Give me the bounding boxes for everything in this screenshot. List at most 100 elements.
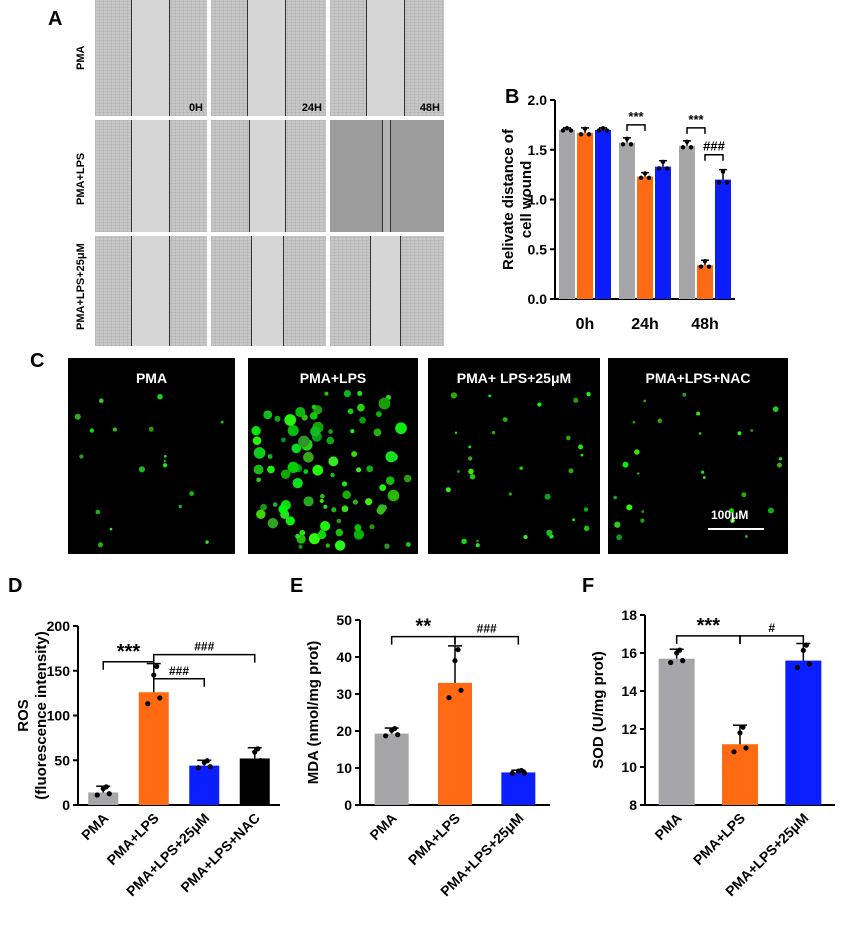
- data-point: [392, 725, 398, 732]
- data-point: [106, 791, 112, 797]
- fluorescent-cell: [308, 533, 320, 545]
- data-point: [157, 695, 163, 701]
- data-point: [628, 142, 634, 147]
- micrograph-pma-lps-48h: [330, 120, 444, 232]
- micrograph-pma-48h: 48H: [330, 0, 444, 116]
- fluorescent-cell: [328, 456, 339, 467]
- fluorescent-cell: [641, 510, 645, 514]
- y-tick-label: 50: [336, 612, 352, 628]
- data-point: [582, 126, 588, 132]
- fluorescent-cell: [357, 403, 365, 412]
- y-tick-label: 100: [47, 708, 71, 724]
- data-point: [145, 701, 151, 707]
- fluorescent-cell: [97, 542, 103, 548]
- y-tick-label: 150: [47, 663, 71, 679]
- fluorescent-cell: [295, 533, 300, 539]
- data-point: [740, 724, 746, 730]
- micrograph-pma-lps-25um-24h: [211, 236, 326, 346]
- significance-bracket: [704, 153, 724, 161]
- fluorescent-cell: [291, 443, 302, 454]
- fluorescent-cell: [369, 524, 375, 530]
- fluorescent-cell: [626, 504, 633, 511]
- fluorescent-cell: [365, 498, 373, 506]
- data-point: [383, 733, 389, 739]
- panel-label-a: A: [48, 8, 63, 30]
- fluorescent-cell: [776, 462, 782, 468]
- chart-b-wound-distance: 0.0 0.5 1.0 1.5 2.0 0h 24h 48h *** *** ### Relivate…: [500, 92, 735, 333]
- fluorescent-cell: [476, 539, 479, 543]
- fluorescent-cell: [744, 535, 748, 538]
- data-point: [680, 145, 686, 150]
- time-label: 48H: [419, 102, 440, 114]
- bar: [722, 744, 758, 805]
- fluorescent-cell: [328, 429, 333, 434]
- time-label: 0H: [188, 102, 203, 114]
- data-point: [677, 647, 683, 653]
- fluorescent-cell: [256, 477, 262, 483]
- fluorescent-cell: [299, 529, 306, 536]
- data-point: [560, 128, 566, 133]
- fluorescent-cell: [702, 475, 706, 479]
- data-point: [596, 128, 602, 133]
- data-point: [800, 647, 806, 653]
- fluorescent-cell: [220, 420, 224, 424]
- data-point: [578, 132, 584, 137]
- y-tick-label: 0.5: [528, 241, 548, 257]
- y-axis-label-line: cell wound: [518, 161, 535, 239]
- y-tick-label: 40: [336, 649, 352, 665]
- fluorescent-cell: [385, 476, 395, 486]
- fluorescence-pma-lps: PMA+LPS: [248, 358, 418, 554]
- fluorescent-cell: [395, 422, 407, 435]
- bar: [697, 265, 713, 299]
- data-point: [518, 767, 524, 774]
- significance-bracket: [153, 653, 256, 663]
- fluorescent-cell: [343, 389, 351, 398]
- fluorescent-cell: [295, 406, 306, 418]
- y-tick-label: 16: [621, 645, 637, 661]
- fluorescent-cell: [537, 402, 542, 407]
- fluorescent-cell: [772, 406, 779, 412]
- significance-label: **: [416, 616, 432, 638]
- significance-bracket-label: ###: [703, 139, 725, 154]
- fluorescent-cell: [79, 454, 84, 459]
- fluorescent-cell: [403, 474, 412, 483]
- x-tick-label: PMA+LPS: [690, 810, 748, 868]
- fluorescent-cell: [750, 429, 754, 432]
- fluorescent-cell: [583, 525, 590, 532]
- significance-bracket-label: ***: [688, 112, 704, 127]
- significance-bracket: [454, 635, 520, 645]
- fluorescent-cell: [637, 472, 640, 475]
- fluorescent-cell: [341, 505, 349, 513]
- fluorescent-cell: [285, 516, 295, 526]
- fluorescent-cell: [640, 518, 645, 523]
- fluorescent-cell: [546, 529, 553, 537]
- bar: [438, 682, 472, 805]
- bar: [679, 145, 695, 299]
- fluorescent-cell: [544, 493, 551, 500]
- data-point: [684, 139, 690, 144]
- fluorescent-cell: [573, 397, 579, 403]
- micrograph-pma-lps-25um-0h: [95, 236, 207, 346]
- bar: [189, 765, 220, 805]
- fluorescent-cell: [309, 412, 318, 420]
- fluorescent-cell: [351, 451, 358, 458]
- fluorescent-cell: [657, 418, 663, 424]
- data-point: [706, 264, 712, 269]
- fluorescent-cell: [457, 470, 460, 473]
- fluorescent-cell: [778, 457, 783, 461]
- panel-label-b: B: [505, 86, 520, 108]
- y-tick-label: 30: [336, 686, 352, 702]
- data-point: [154, 663, 160, 670]
- cells-layer: [251, 389, 412, 551]
- fluorescent-cell: [469, 473, 476, 480]
- data-point: [806, 661, 812, 667]
- fluorescent-cell: [583, 507, 589, 512]
- fluorescent-cell: [353, 529, 365, 540]
- fluorescent-cell: [320, 521, 331, 532]
- significance-bracket: [739, 635, 805, 644]
- fluorescent-cell: [95, 509, 101, 515]
- fluorescence-label: PMA+LPS+NAC: [645, 370, 751, 386]
- data-point: [246, 760, 252, 766]
